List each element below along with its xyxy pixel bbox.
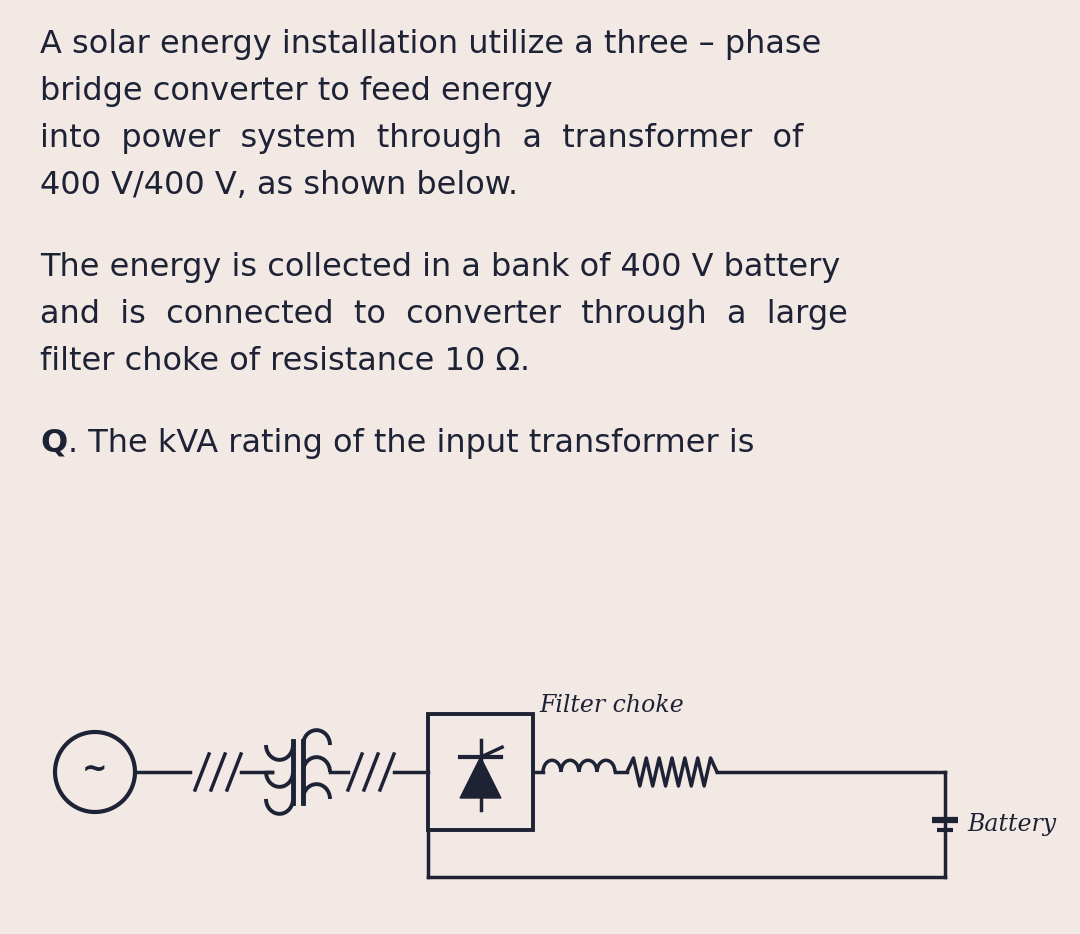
Text: Q: Q <box>40 428 67 459</box>
Text: A solar energy installation utilize a three – phase: A solar energy installation utilize a th… <box>40 29 822 60</box>
Text: 400 V/400 V, as shown below.: 400 V/400 V, as shown below. <box>40 170 518 201</box>
Text: Filter choke: Filter choke <box>540 694 685 717</box>
Text: and  is  connected  to  converter  through  a  large: and is connected to converter through a … <box>40 299 848 330</box>
Text: bridge converter to feed energy: bridge converter to feed energy <box>40 76 553 107</box>
Text: filter choke of resistance 10 Ω.: filter choke of resistance 10 Ω. <box>40 346 530 377</box>
Text: into  power  system  through  a  transformer  of: into power system through a transformer … <box>40 123 804 154</box>
Text: Battery: Battery <box>967 813 1056 836</box>
Text: . The kVA rating of the input transformer is: . The kVA rating of the input transforme… <box>68 428 755 459</box>
Text: The energy is collected in a bank of 400 V battery: The energy is collected in a bank of 400… <box>40 252 840 283</box>
Bar <box>428 714 534 830</box>
Text: ~: ~ <box>82 755 108 784</box>
Polygon shape <box>460 757 501 798</box>
